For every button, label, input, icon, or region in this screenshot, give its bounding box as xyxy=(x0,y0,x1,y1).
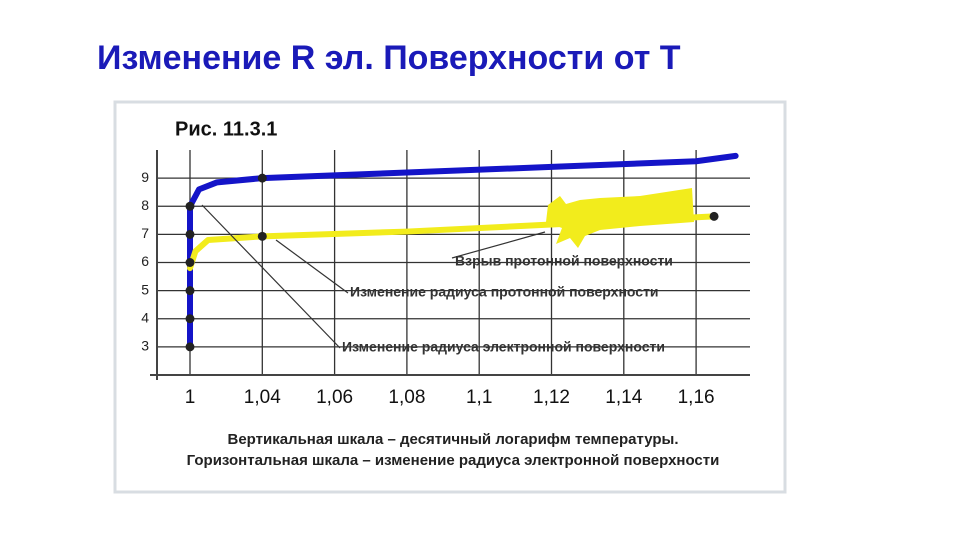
data-dot xyxy=(185,286,195,296)
data-dot xyxy=(185,314,195,324)
x-tick-label: 1,08 xyxy=(388,387,425,408)
data-dot xyxy=(185,201,195,211)
explosion xyxy=(546,188,694,248)
data-dot xyxy=(185,229,195,239)
y-tick-label: 3 xyxy=(141,338,149,354)
slide-title: Изменение R эл. Поверхности от T xyxy=(97,39,681,77)
y-tick-label: 6 xyxy=(141,253,149,269)
y-tick-label: 7 xyxy=(141,225,149,241)
data-dot xyxy=(257,231,267,241)
x-tick-label: 1,16 xyxy=(678,387,715,408)
y-tick-label: 9 xyxy=(141,169,149,185)
data-dot xyxy=(709,211,719,221)
data-dot xyxy=(185,258,195,267)
x-tick-label: 1,14 xyxy=(605,387,642,408)
figure-label: Рис. 11.3.1 xyxy=(175,118,277,140)
x-tick-label: 1,04 xyxy=(244,387,281,408)
arrows xyxy=(201,204,546,349)
y-tick-label: 4 xyxy=(141,309,149,325)
series-annotation: Изменение радиуса протонной поверхности xyxy=(350,284,659,300)
data-dot xyxy=(185,342,195,352)
caption: Вертикальная шкала – десятичный логарифм… xyxy=(228,431,679,448)
y-tick-label: 5 xyxy=(141,281,149,297)
caption: Горизонтальная шкала – изменение радиуса… xyxy=(187,452,720,469)
x-tick-label: 1,12 xyxy=(533,387,570,408)
x-tick-label: 1 xyxy=(185,387,196,408)
figure-frame xyxy=(113,100,787,494)
y-tick-label: 8 xyxy=(141,197,149,213)
dots xyxy=(185,173,719,352)
data-dot xyxy=(257,173,267,183)
annotation: Взрыв протонной поверхности xyxy=(455,253,673,269)
x-tick-label: 1,06 xyxy=(316,387,353,408)
x-tick-label: 1,1 xyxy=(466,387,492,408)
series-annotation: Изменение радиуса электронной поверхност… xyxy=(342,339,665,355)
